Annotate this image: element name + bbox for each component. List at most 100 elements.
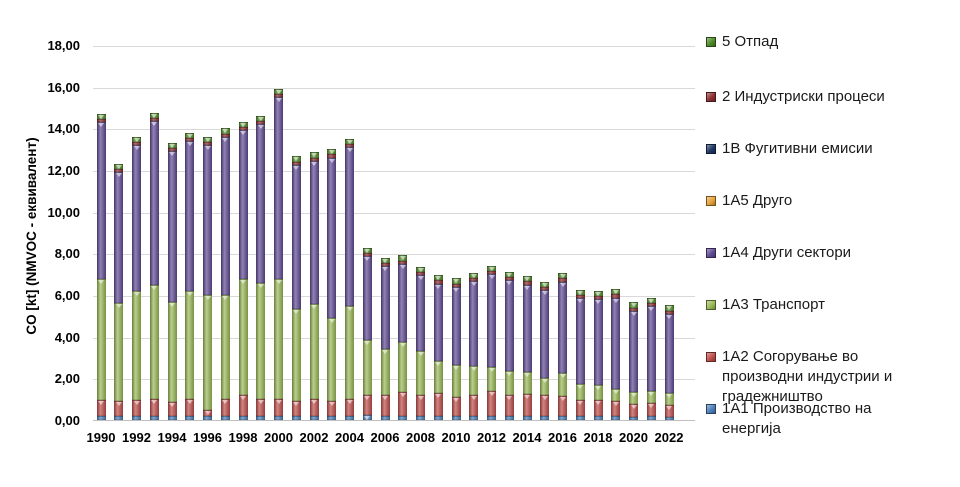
segment-highlight: [524, 277, 530, 282]
segment-5: [540, 281, 550, 287]
segment-highlight: [151, 122, 158, 127]
segment-highlight: [630, 392, 637, 397]
segment-highlight: [240, 131, 246, 136]
segment-5: [132, 136, 141, 142]
x-tick-label: 2006: [370, 430, 400, 445]
segment-2: [274, 94, 283, 98]
segment-2: [167, 148, 177, 152]
segment-2: [114, 168, 124, 173]
segment-1A3: [646, 390, 656, 404]
segment-1A3: [362, 339, 372, 396]
y-tick-label: 14,00: [47, 121, 80, 137]
segment-1A1: [522, 415, 532, 420]
segment-highlight: [169, 143, 175, 148]
segment-1A2: [558, 396, 567, 416]
bar-2007: [398, 255, 408, 420]
segment-1A1: [132, 415, 141, 420]
segment-1A2: [540, 395, 550, 416]
segment-2: [540, 286, 550, 290]
segment-1A4: [522, 284, 532, 373]
gridline: [93, 379, 695, 381]
segment-1A1: [167, 415, 177, 420]
bar-2000: [274, 88, 283, 420]
segment-5: [398, 255, 408, 261]
segment-5: [593, 290, 603, 297]
segment-highlight: [257, 125, 264, 130]
segment-2: [256, 121, 266, 125]
segment-1A2: [416, 395, 425, 416]
segment-1A4: [593, 299, 603, 385]
segment-highlight: [311, 161, 317, 166]
bar-2016: [558, 273, 567, 420]
segment-1A1: [380, 415, 390, 420]
segment-highlight: [186, 141, 193, 146]
segment-1A3: [593, 384, 603, 401]
segment-highlight: [435, 284, 442, 289]
segment-1A1: [398, 415, 408, 420]
segment-highlight: [453, 287, 459, 292]
segment-1A4: [274, 97, 283, 280]
segment-1A2: [274, 399, 283, 416]
bar-2011: [469, 273, 479, 420]
legend-item: 1A3 Транспорт: [706, 295, 825, 315]
segment-2: [345, 143, 354, 148]
segment-1A4: [327, 157, 337, 318]
segment-1A4: [132, 145, 141, 291]
segment-2: [327, 154, 337, 158]
segment-1A4: [167, 151, 177, 303]
segment-highlight: [559, 397, 566, 402]
segment-1A2: [132, 400, 141, 416]
segment-highlight: [133, 291, 140, 296]
segment-highlight: [399, 342, 406, 347]
segment-highlight: [151, 285, 158, 290]
segment-highlight: [506, 273, 513, 278]
segment-2: [522, 281, 532, 285]
segment-1A2: [291, 401, 301, 416]
bar-2013: [504, 272, 514, 420]
segment-highlight: [257, 400, 264, 405]
segment-highlight: [630, 311, 637, 316]
x-tick-label: 2004: [335, 430, 364, 445]
legend-item: 1A2 Согорување во производни индустрии и…: [706, 347, 900, 407]
segment-1A3: [256, 282, 266, 400]
segment-1A2: [646, 403, 656, 416]
segment-1A3: [345, 306, 354, 400]
segment-1A4: [380, 265, 390, 350]
y-tick-label: 18,00: [47, 38, 80, 53]
segment-highlight: [364, 249, 371, 254]
segment-highlight: [275, 400, 282, 405]
segment-1A4: [185, 140, 195, 291]
segment-1A1: [114, 415, 124, 420]
segment-1A2: [345, 399, 354, 416]
segment-highlight: [186, 133, 193, 138]
segment-5: [629, 302, 638, 308]
gridline: [93, 87, 695, 89]
segment-highlight: [311, 400, 317, 405]
segment-highlight: [151, 113, 158, 118]
segment-5: [487, 265, 496, 272]
segment-2: [309, 157, 319, 161]
bar-2005: [362, 248, 372, 420]
segment-highlight: [453, 279, 459, 284]
bar-1999: [256, 115, 266, 420]
x-tick-label: 1996: [193, 430, 222, 445]
segment-highlight: [470, 282, 477, 287]
segment-highlight: [470, 396, 477, 401]
segment-1A2: [629, 404, 638, 417]
segment-1A2: [114, 401, 124, 416]
segment-highlight: [470, 366, 477, 371]
gridline: [93, 129, 695, 131]
segment-5: [558, 273, 567, 279]
segment-highlight: [222, 129, 229, 134]
legend-swatch-icon: [706, 92, 716, 102]
segment-1A2: [593, 400, 603, 416]
segment-highlight: [346, 307, 353, 312]
segment-1A2: [362, 395, 372, 415]
segment-highlight: [630, 405, 637, 410]
segment-1A1: [469, 415, 479, 420]
segment-highlight: [275, 98, 282, 103]
segment-1A3: [558, 373, 567, 397]
segment-highlight: [666, 314, 672, 319]
segment-1A3: [274, 279, 283, 400]
